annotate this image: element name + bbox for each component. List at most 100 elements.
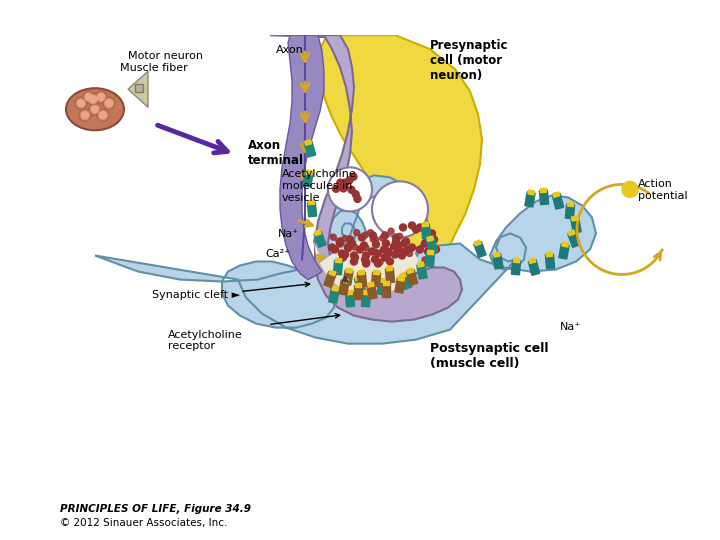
Bar: [354, 276, 366, 292]
Circle shape: [79, 109, 91, 122]
Circle shape: [337, 179, 344, 186]
Circle shape: [344, 244, 351, 251]
Bar: [135, 84, 143, 92]
Circle shape: [86, 94, 92, 101]
Circle shape: [369, 232, 377, 239]
Circle shape: [350, 173, 357, 180]
Circle shape: [346, 246, 351, 252]
Bar: [568, 232, 580, 247]
Bar: [355, 275, 361, 280]
Circle shape: [81, 112, 89, 119]
Bar: [343, 270, 353, 285]
Bar: [525, 192, 535, 207]
Circle shape: [374, 260, 382, 267]
Bar: [305, 141, 315, 157]
Bar: [572, 216, 578, 221]
Circle shape: [89, 103, 101, 115]
Circle shape: [75, 97, 87, 109]
Circle shape: [369, 248, 376, 255]
Text: Ca²⁺: Ca²⁺: [265, 249, 290, 260]
Bar: [418, 262, 424, 267]
Circle shape: [388, 228, 394, 234]
Bar: [428, 250, 433, 255]
Circle shape: [395, 248, 400, 254]
Bar: [329, 270, 336, 276]
Circle shape: [359, 234, 366, 241]
Circle shape: [395, 245, 402, 251]
Bar: [562, 242, 569, 247]
Text: Na⁺: Na⁺: [278, 230, 299, 239]
Circle shape: [342, 235, 348, 241]
Circle shape: [422, 257, 428, 263]
Polygon shape: [318, 35, 482, 281]
Bar: [553, 192, 559, 197]
Circle shape: [387, 258, 394, 265]
Text: Action
potential: Action potential: [638, 179, 688, 201]
Bar: [60, 49, 235, 149]
Circle shape: [431, 236, 438, 243]
Bar: [333, 260, 343, 275]
Circle shape: [336, 238, 343, 245]
Bar: [383, 281, 389, 285]
Circle shape: [362, 252, 369, 259]
Circle shape: [345, 244, 351, 251]
Circle shape: [407, 251, 413, 256]
Bar: [426, 252, 435, 267]
Circle shape: [103, 97, 115, 109]
Bar: [380, 278, 387, 283]
Circle shape: [372, 241, 379, 248]
Circle shape: [340, 185, 347, 192]
Circle shape: [354, 195, 361, 202]
Ellipse shape: [66, 88, 124, 130]
Bar: [571, 218, 581, 233]
Bar: [417, 264, 427, 279]
Circle shape: [416, 246, 423, 253]
Circle shape: [622, 181, 638, 198]
Circle shape: [392, 238, 400, 245]
Circle shape: [91, 106, 99, 113]
Circle shape: [379, 235, 386, 241]
Text: Acetylcholine
receptor: Acetylcholine receptor: [168, 329, 243, 351]
Circle shape: [382, 254, 389, 261]
Bar: [559, 244, 569, 259]
Circle shape: [351, 258, 358, 265]
Circle shape: [341, 179, 348, 186]
Bar: [377, 280, 387, 295]
Circle shape: [362, 260, 369, 267]
Circle shape: [354, 230, 360, 235]
Bar: [346, 268, 353, 273]
Bar: [355, 282, 361, 287]
Text: Figure 34.9  Chemical Synaptic Transmission: Figure 34.9 Chemical Synaptic Transmissi…: [7, 10, 377, 28]
Circle shape: [78, 100, 84, 107]
Bar: [546, 252, 552, 257]
Bar: [400, 274, 412, 289]
Circle shape: [330, 234, 336, 240]
Circle shape: [83, 91, 95, 103]
Circle shape: [425, 248, 431, 255]
Bar: [565, 204, 575, 219]
Bar: [474, 240, 481, 246]
Bar: [422, 222, 428, 227]
Text: Muscle fiber: Muscle fiber: [120, 63, 188, 73]
Polygon shape: [280, 35, 324, 280]
Circle shape: [338, 250, 346, 257]
Text: Motor neuron: Motor neuron: [128, 51, 203, 61]
Bar: [329, 288, 339, 303]
Circle shape: [385, 252, 391, 258]
Circle shape: [416, 224, 423, 231]
Circle shape: [424, 261, 431, 267]
Bar: [367, 282, 374, 287]
Bar: [528, 260, 540, 275]
Bar: [361, 292, 371, 307]
Circle shape: [341, 251, 348, 258]
Circle shape: [428, 242, 436, 249]
Circle shape: [362, 232, 368, 238]
Circle shape: [398, 252, 405, 259]
Circle shape: [382, 232, 389, 239]
Bar: [364, 291, 370, 295]
Bar: [303, 172, 313, 187]
Circle shape: [425, 234, 431, 241]
Bar: [374, 271, 379, 275]
Bar: [367, 284, 377, 299]
Circle shape: [384, 248, 392, 255]
